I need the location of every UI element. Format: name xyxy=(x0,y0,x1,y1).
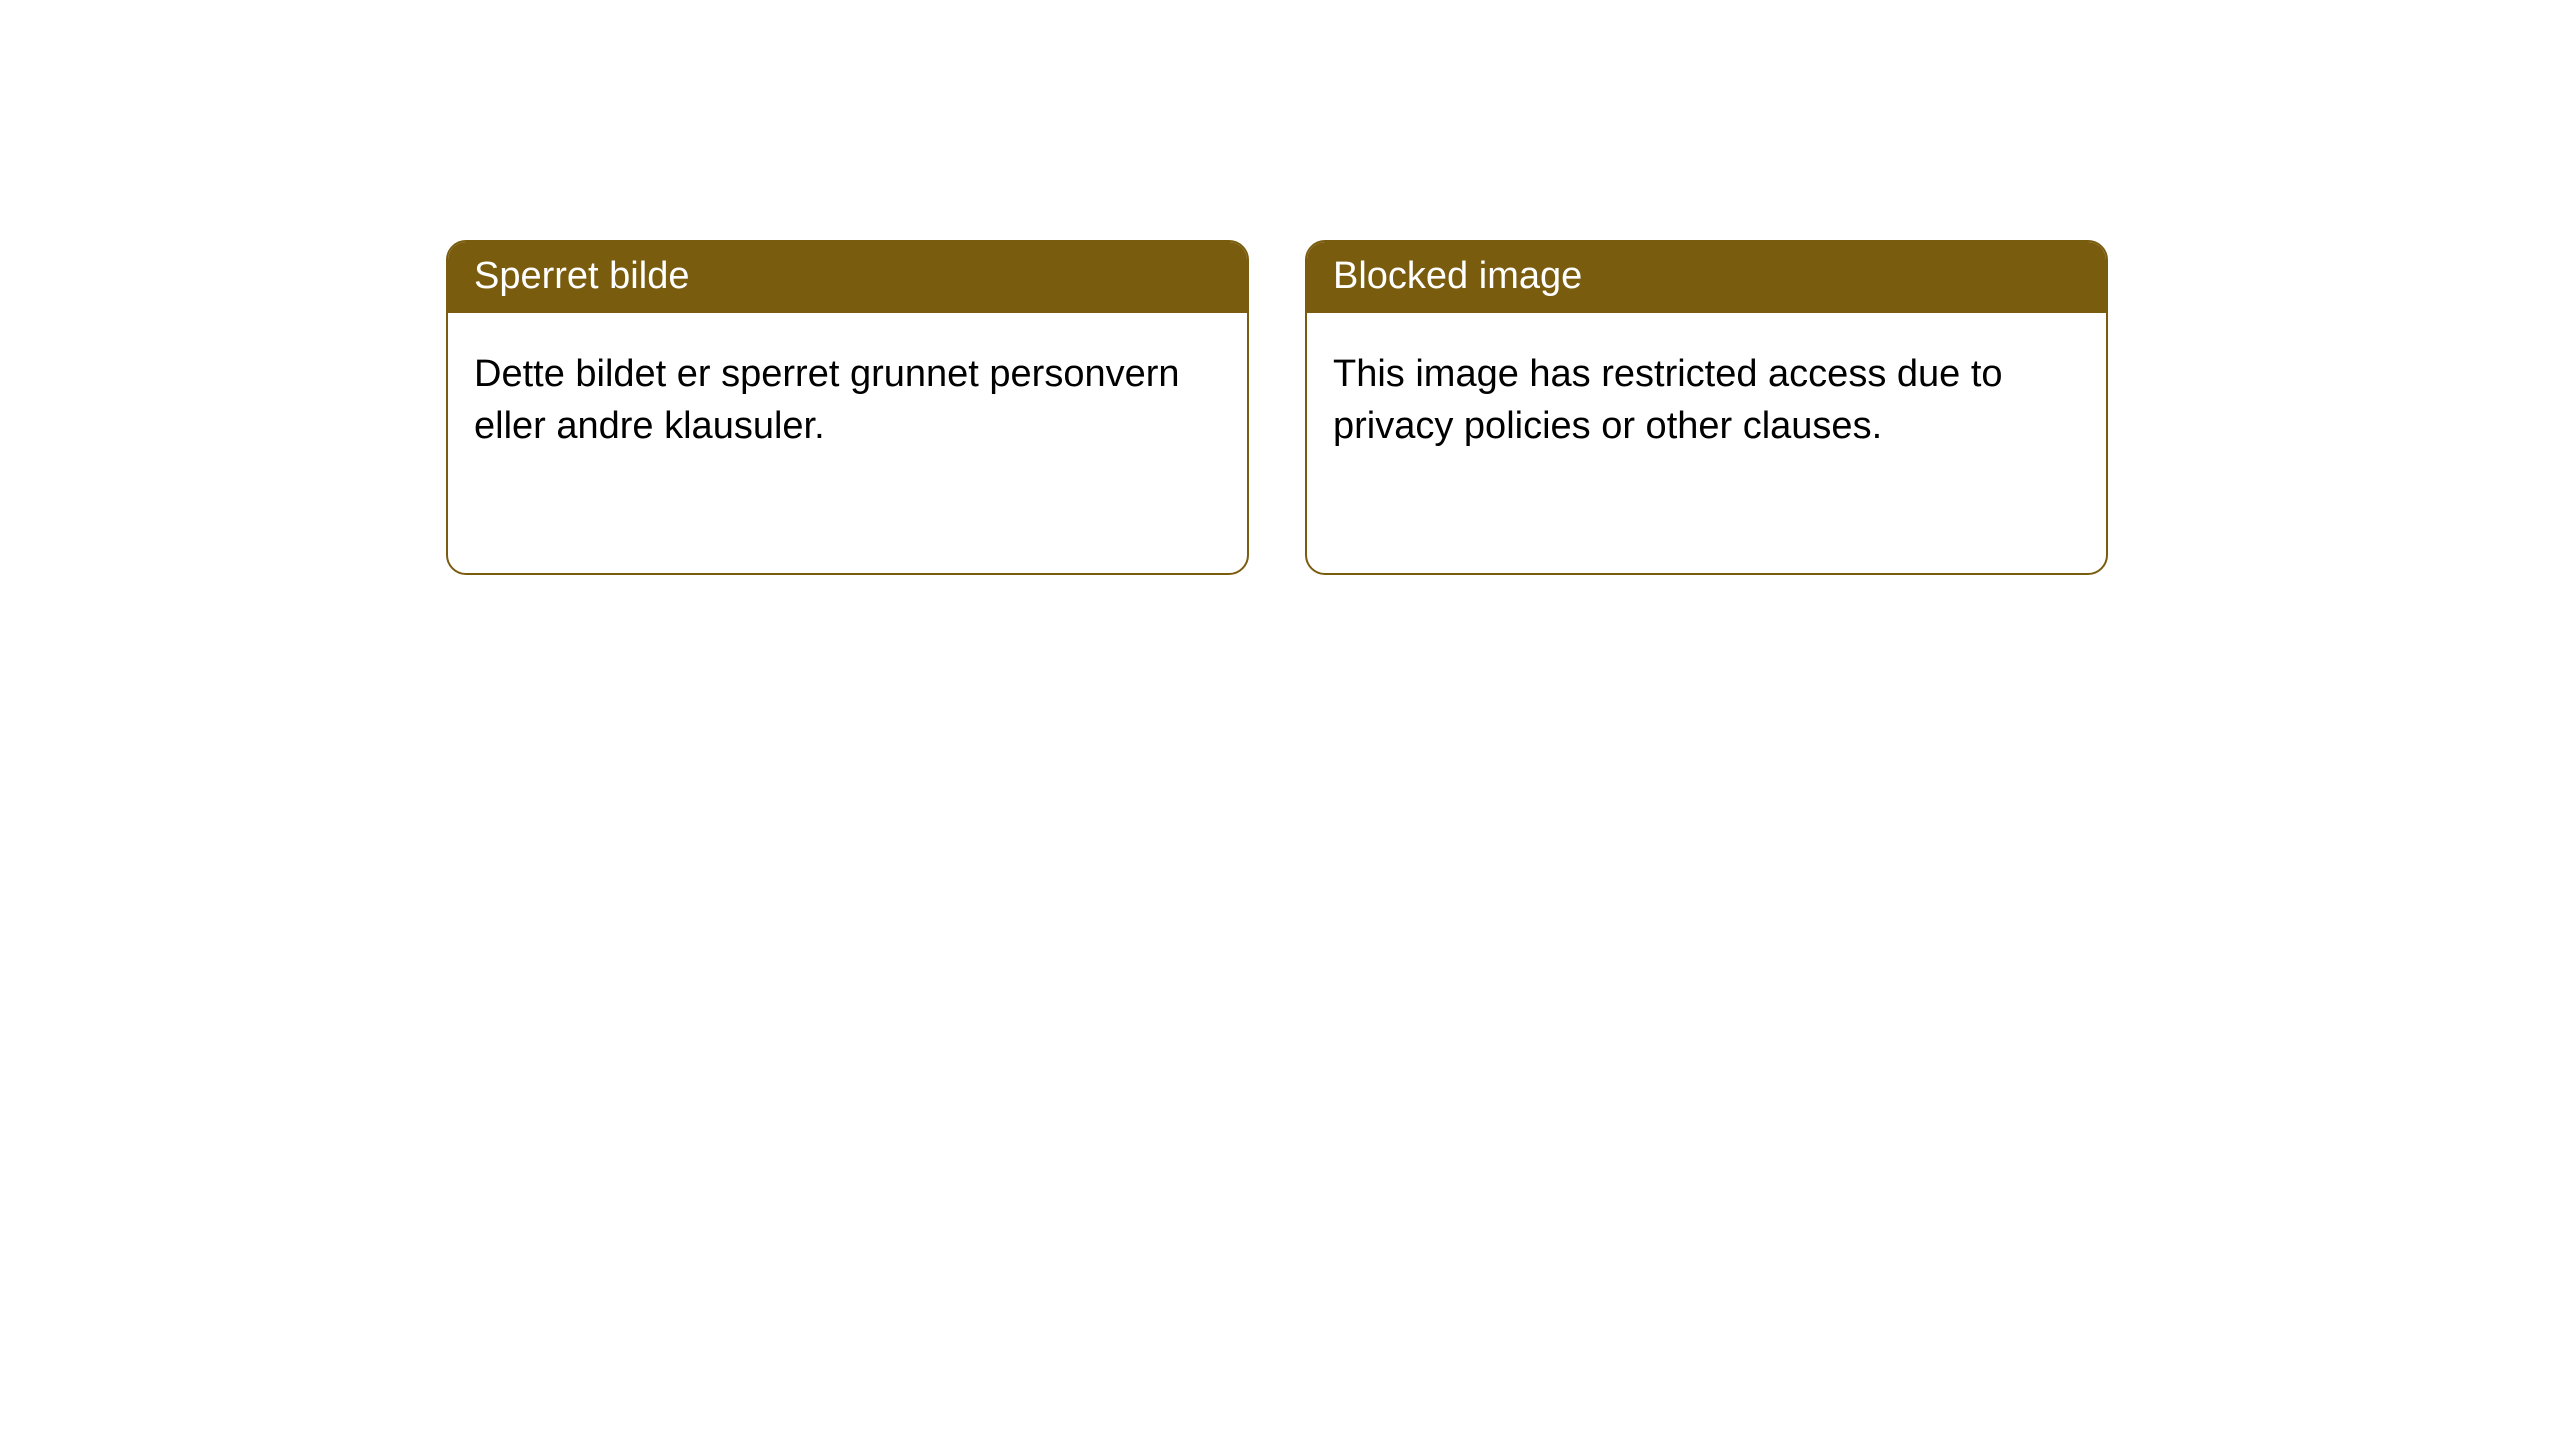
notice-card-english: Blocked image This image has restricted … xyxy=(1305,240,2108,575)
notice-body: Dette bildet er sperret grunnet personve… xyxy=(448,313,1247,478)
notice-container: Sperret bilde Dette bildet er sperret gr… xyxy=(0,0,2560,575)
notice-title: Blocked image xyxy=(1307,242,2106,313)
notice-title: Sperret bilde xyxy=(448,242,1247,313)
notice-body: This image has restricted access due to … xyxy=(1307,313,2106,478)
notice-card-norwegian: Sperret bilde Dette bildet er sperret gr… xyxy=(446,240,1249,575)
